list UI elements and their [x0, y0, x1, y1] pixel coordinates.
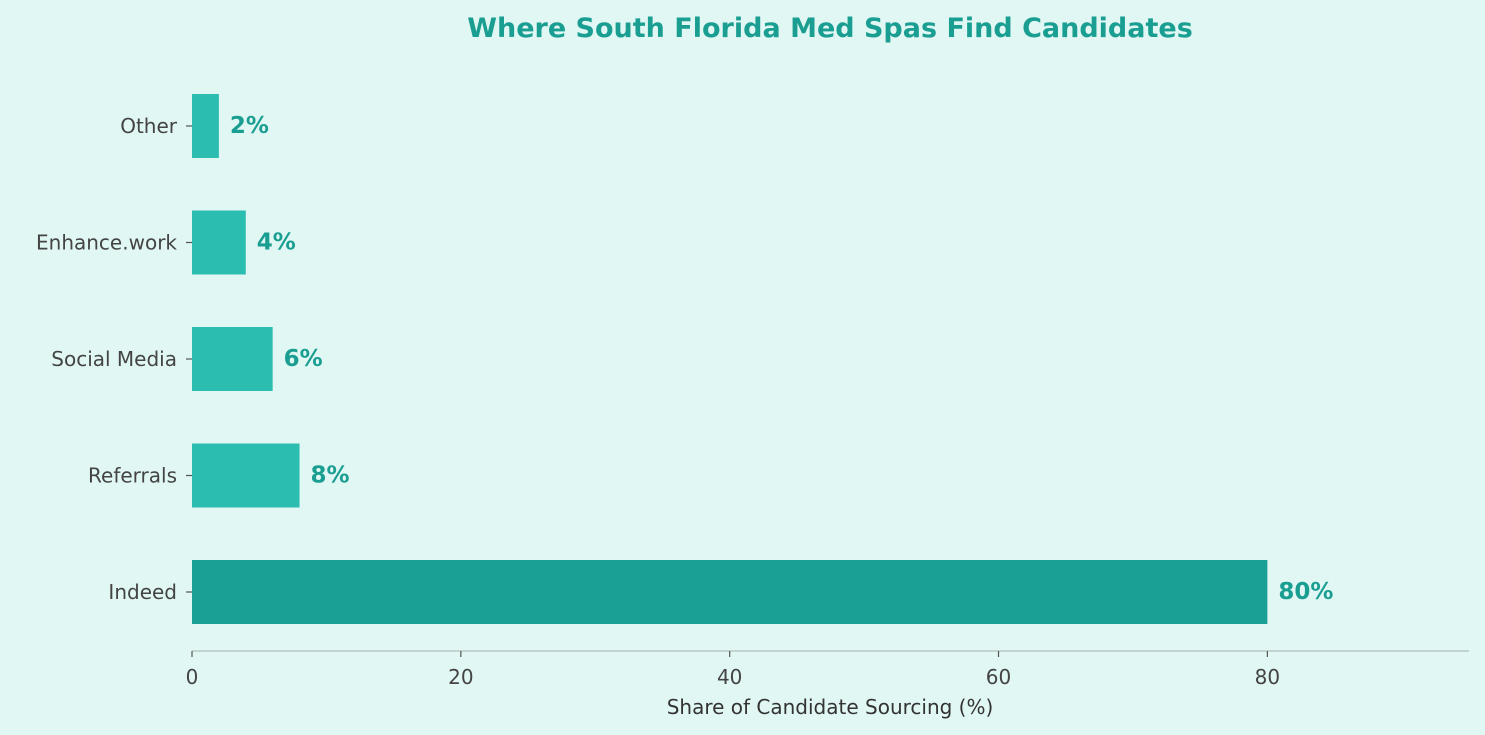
- x-tick-label-60: 60: [986, 665, 1011, 689]
- value-label-social-media: 6%: [284, 346, 323, 372]
- x-axis-label: Share of Candidate Sourcing (%): [667, 695, 994, 719]
- y-tick-label-indeed: Indeed: [108, 580, 177, 604]
- bar-social-media: [192, 327, 273, 391]
- y-tick-label-enhance-work: Enhance.work: [36, 231, 177, 255]
- value-label-referrals: 8%: [311, 463, 350, 489]
- value-labels-group: 80% 8% 6% 4% 2%: [230, 113, 1334, 605]
- value-label-enhance-work: 4%: [257, 230, 296, 256]
- value-label-indeed: 80%: [1278, 579, 1333, 605]
- x-tick-label-40: 40: [717, 665, 742, 689]
- x-tick-label-20: 20: [448, 665, 473, 689]
- value-label-other: 2%: [230, 113, 269, 139]
- chart-title: Where South Florida Med Spas Find Candid…: [467, 13, 1193, 44]
- bars-group: [192, 94, 1268, 624]
- x-tick-label-0: 0: [186, 665, 199, 689]
- y-tick-label-social-media: Social Media: [51, 347, 177, 371]
- y-tick-label-other: Other: [120, 114, 178, 138]
- bar-referrals: [192, 443, 300, 508]
- bar-other: [192, 94, 219, 158]
- x-axis: 0 20 40 60 80: [186, 650, 1469, 689]
- y-axis: Indeed Referrals Social Media Enhance.work O…: [36, 114, 192, 604]
- x-tick-label-80: 80: [1255, 665, 1280, 689]
- bar-indeed: [192, 560, 1268, 624]
- y-tick-label-referrals: Referrals: [88, 464, 177, 488]
- bar-enhance-work: [192, 210, 246, 275]
